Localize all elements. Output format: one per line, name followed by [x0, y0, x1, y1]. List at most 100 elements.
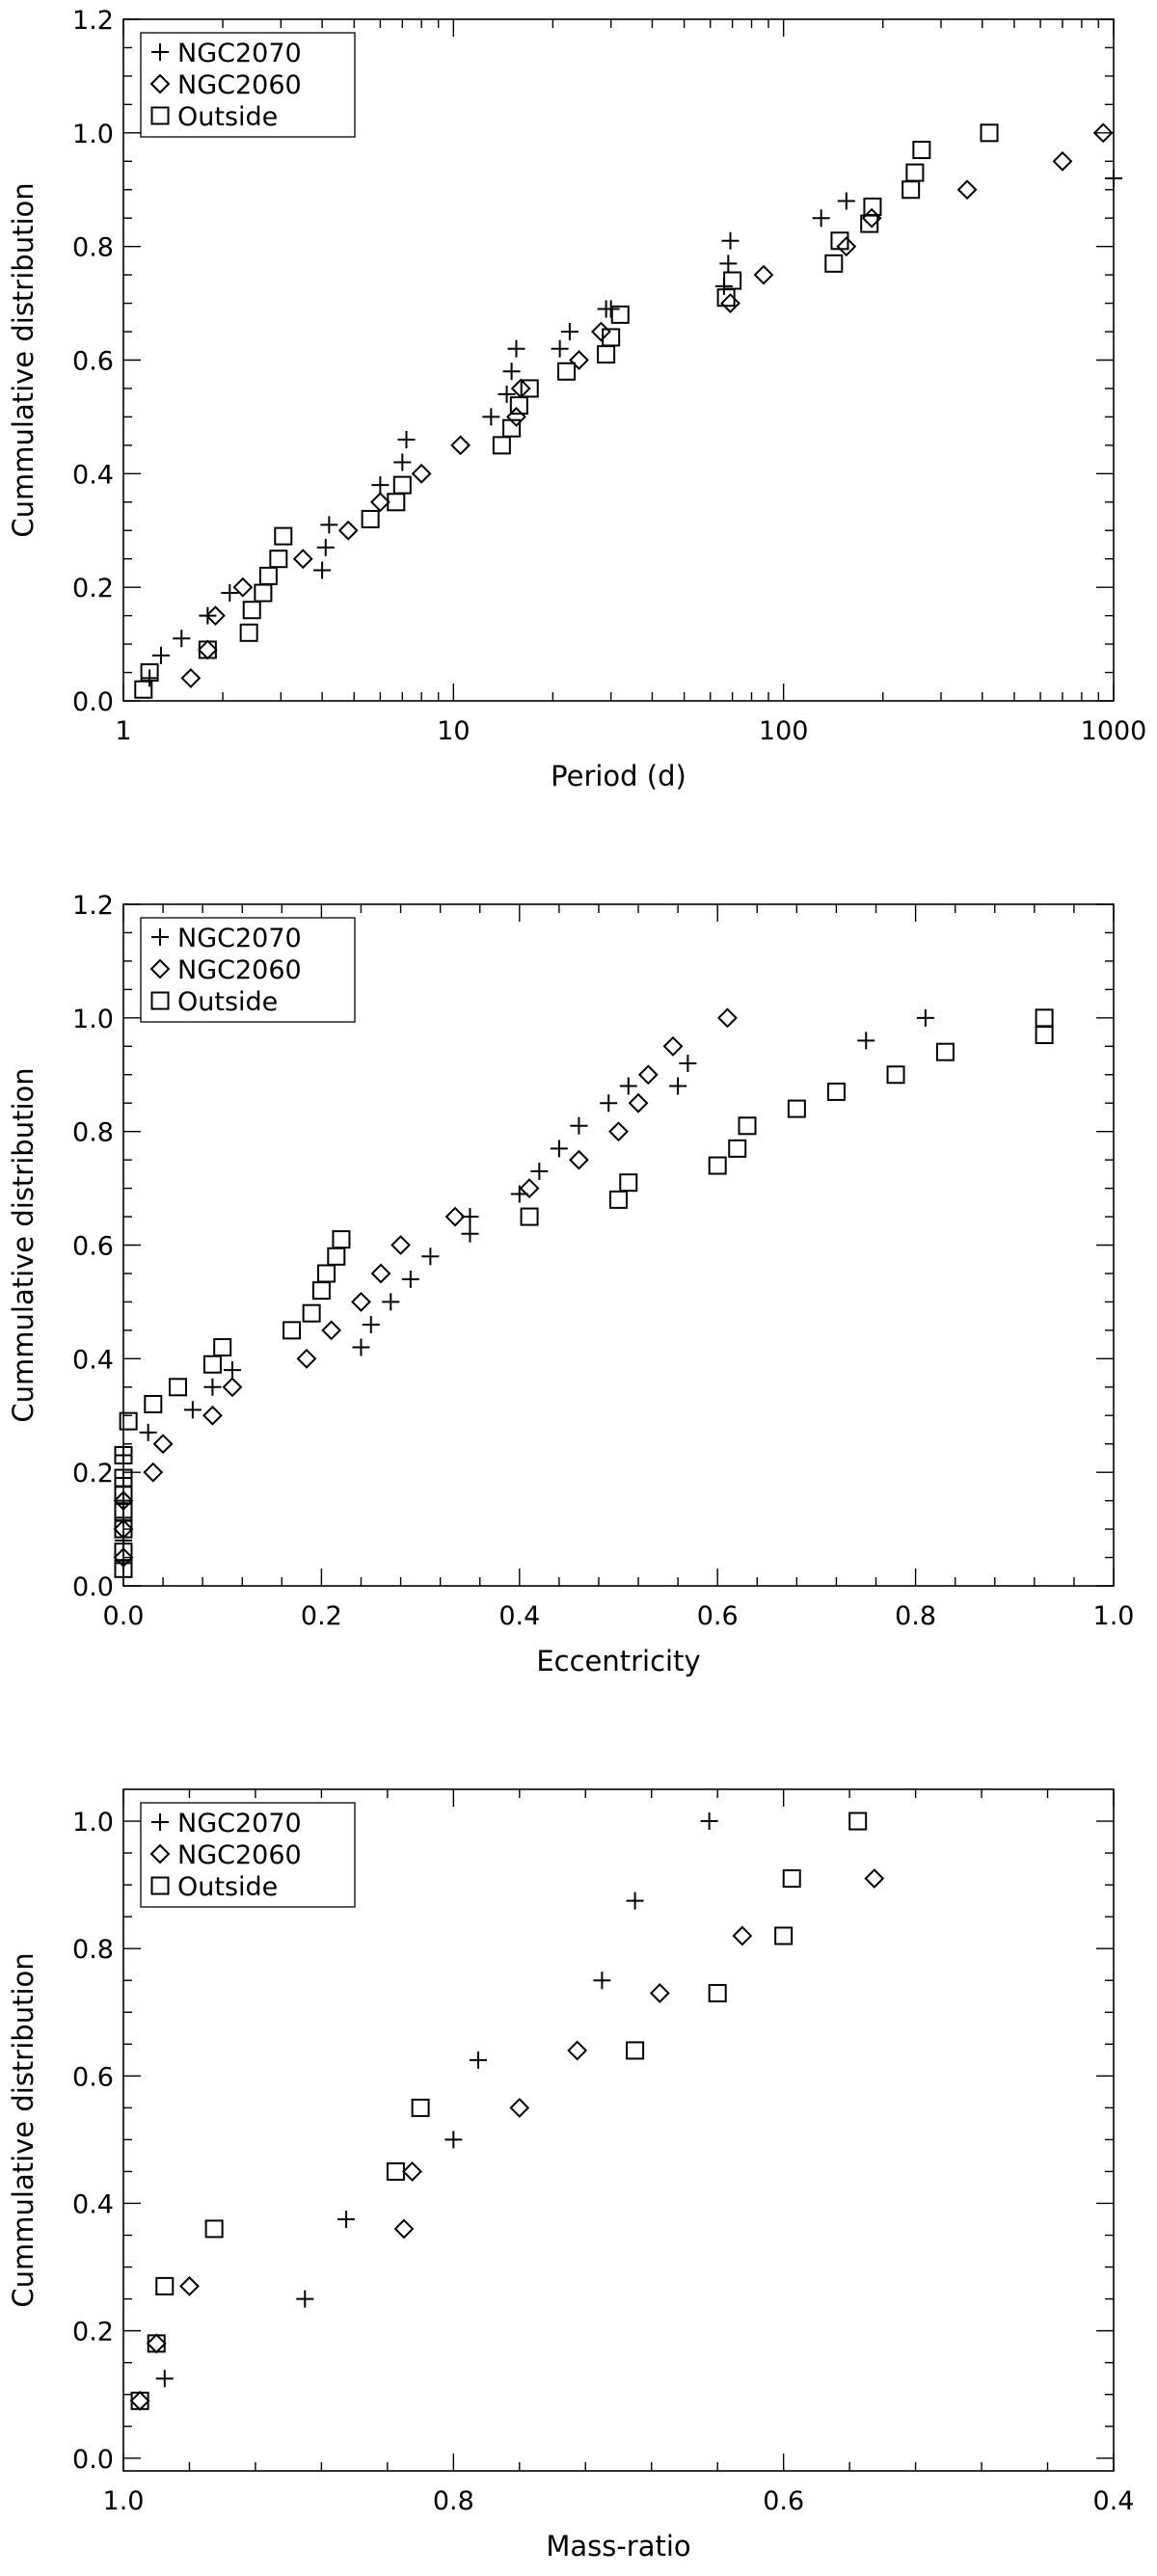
data-point-Outside	[782, 1869, 801, 1889]
data-point-NGC2060	[222, 1377, 243, 1398]
data-point-Outside	[597, 345, 616, 364]
data-point-NGC2070	[401, 1270, 419, 1288]
y-tick-label: 0.4	[72, 460, 114, 490]
data-point-NGC2070	[560, 323, 578, 341]
x-tick-label: 1000	[1081, 716, 1147, 746]
data-point-NGC2070	[115, 1554, 132, 1572]
data-point-NGC2060	[509, 2097, 530, 2118]
plot-frame	[122, 1788, 1115, 2472]
y-tick-label: 0.4	[72, 1345, 114, 1375]
series-Outside	[114, 1008, 1054, 1578]
data-point-NGC2070	[1105, 169, 1122, 187]
x-tick-label: 100	[759, 716, 809, 746]
data-point-NGC2070	[152, 646, 171, 664]
legend-marker-NGC2060	[149, 73, 171, 94]
data-point-NGC2070	[916, 1008, 934, 1027]
data-point-Outside	[520, 1207, 539, 1226]
data-point-NGC2060	[180, 668, 202, 688]
legend	[140, 917, 356, 1023]
data-point-NGC2060	[637, 1064, 659, 1086]
data-point-NGC2060	[590, 321, 611, 342]
data-point-Outside	[302, 1303, 321, 1323]
data-point-NGC2060	[146, 2333, 167, 2354]
data-point-Outside	[114, 1445, 133, 1464]
y-tick-label: 0.2	[72, 574, 114, 604]
data-point-NGC2060	[1092, 122, 1114, 144]
x-tick-label: 0.2	[301, 1601, 342, 1631]
data-point-NGC2070	[679, 1054, 697, 1072]
legend-marker-Outside	[150, 991, 170, 1010]
data-point-NGC2070	[352, 1338, 370, 1356]
data-point-NGC2070	[570, 1116, 588, 1135]
data-point-Outside	[361, 509, 380, 528]
data-point-Outside	[155, 2276, 175, 2295]
y-tick-label: 0.8	[72, 1935, 114, 1965]
data-point-NGC2060	[390, 1235, 411, 1255]
y-tick-label: 1.0	[72, 1005, 114, 1034]
data-point-Outside	[708, 1156, 727, 1175]
data-point-Outside	[824, 254, 844, 273]
data-point-NGC2070	[155, 2370, 174, 2388]
data-point-NGC2070	[551, 339, 569, 358]
series-NGC2060	[180, 122, 1114, 688]
legend	[140, 32, 356, 138]
data-point-Outside	[609, 1190, 628, 1209]
series-Outside	[134, 123, 999, 699]
data-point-NGC2070	[721, 231, 740, 250]
data-point-NGC2060	[202, 1405, 223, 1426]
data-point-Outside	[520, 379, 539, 398]
data-point-Outside	[1035, 1026, 1054, 1045]
data-point-NGC2070	[669, 1077, 687, 1095]
series-NGC2070	[155, 1812, 718, 2388]
data-point-Outside	[213, 1338, 232, 1357]
data-point-Outside	[269, 550, 288, 569]
data-point-NGC2070	[461, 1224, 479, 1243]
data-point-NGC2060	[393, 2218, 415, 2240]
legend-marker-NGC2070	[151, 1813, 169, 1831]
data-point-NGC2070	[482, 408, 500, 426]
data-point-NGC2070	[550, 1140, 568, 1158]
data-point-NGC2070	[362, 1315, 380, 1333]
y-tick-label: 0.0	[72, 1572, 114, 1602]
data-point-Outside	[723, 271, 742, 290]
data-point-Outside	[557, 362, 577, 381]
data-point-NGC2070	[812, 209, 830, 228]
data-point-Outside	[114, 1543, 133, 1562]
data-point-NGC2070	[719, 255, 738, 273]
legend-label: NGC2060	[177, 1840, 302, 1870]
data-point-Outside	[114, 1468, 133, 1488]
data-point-NGC2070	[600, 1094, 618, 1113]
legend-label: Outside	[177, 102, 278, 132]
series-NGC2060	[113, 1007, 738, 1568]
y-tick-label: 0.0	[72, 687, 114, 717]
data-point-Outside	[332, 1230, 351, 1249]
data-point-Outside	[901, 180, 921, 200]
data-point-NGC2060	[956, 179, 978, 201]
data-point-NGC2060	[321, 1320, 342, 1341]
data-point-Outside	[119, 1411, 138, 1431]
data-point-NGC2060	[444, 1206, 466, 1227]
data-point-Outside	[327, 1247, 346, 1266]
data-point-NGC2060	[662, 1035, 684, 1057]
data-point-NGC2060	[197, 639, 218, 660]
data-point-Outside	[886, 1065, 905, 1085]
data-point-Outside	[147, 2334, 166, 2353]
data-point-NGC2070	[139, 1423, 157, 1441]
y-tick-label: 0.2	[72, 1459, 114, 1489]
y-tick-label: 0.6	[72, 347, 114, 377]
legend-label: Outside	[177, 987, 278, 1017]
data-point-NGC2070	[221, 584, 239, 603]
data-point-NGC2060	[628, 1092, 649, 1114]
x-tick-label: 0.6	[763, 2486, 804, 2516]
legend-label: NGC2060	[177, 955, 302, 985]
data-point-NGC2060	[292, 549, 313, 570]
y-tick-label: 0.0	[72, 2445, 114, 2475]
y-tick-label: 0.6	[72, 2062, 114, 2092]
data-point-NGC2070	[382, 1293, 400, 1311]
data-point-NGC2060	[717, 1007, 738, 1029]
data-point-Outside	[509, 396, 528, 416]
data-point-NGC2060	[113, 1490, 134, 1512]
y-tick-label: 0.8	[72, 1118, 114, 1148]
data-point-Outside	[980, 123, 999, 143]
